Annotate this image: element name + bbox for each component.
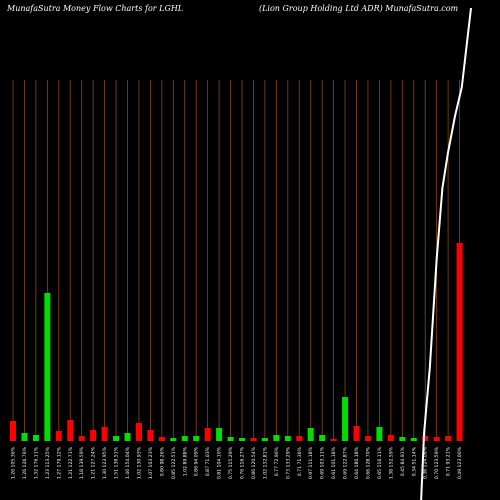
money-flow-bar — [261, 438, 268, 441]
money-flow-bar — [330, 439, 337, 441]
money-flow-bar — [445, 436, 452, 441]
x-tick-label: 0.49 123.00% — [457, 446, 463, 479]
bars-layer — [10, 243, 463, 441]
x-tick-label: 0.80 98.26% — [159, 446, 165, 476]
money-flow-bar — [216, 428, 223, 441]
money-flow-bar — [204, 428, 211, 441]
money-flow-bar — [113, 436, 120, 441]
x-tick-label: 1.23 113.25% — [45, 446, 51, 479]
x-tick-label: 1.51 138.51% — [114, 446, 120, 479]
x-tick-label: 1.18 139.59% — [79, 446, 85, 479]
x-tick-label: 0.97 111.18% — [308, 446, 314, 479]
x-tick-label: 0.69 103.11% — [320, 446, 326, 479]
money-flow-bar — [250, 438, 257, 441]
money-flow-bar — [193, 436, 200, 441]
x-tick-label: 1.38 152.59% — [388, 446, 394, 479]
money-flow-bar — [364, 436, 371, 441]
x-tick-label: 0.73 133.29% — [285, 446, 291, 479]
x-tick-label: 1.21 122.71% — [68, 446, 74, 479]
x-tick-label: 0.75 115.29% — [228, 446, 234, 479]
x-tick-label: 1.26 126.76% — [22, 446, 28, 479]
x-tick-label: 0.69 122.87% — [343, 446, 349, 479]
x-tick-label: 1.21 127.24% — [91, 446, 97, 479]
money-flow-bar — [181, 436, 188, 441]
x-tick-label: 1.26 105.36% — [11, 446, 17, 479]
x-tick-label: 0.71 93.21% — [446, 446, 452, 476]
money-flow-bar — [10, 421, 16, 441]
x-tick-labels: 1.26 105.36% 1.26 126.76% 1.32 176.11% 1.23… — [11, 446, 464, 479]
money-flow-bar — [273, 435, 280, 441]
x-tick-label: 0.65 116.11% — [377, 446, 383, 479]
chart-header-left: MunafaSutra Money Flow Charts for LGHL — [6, 4, 183, 13]
money-flow-bar — [170, 438, 177, 441]
x-tick-label: 0.45 84.91% — [400, 446, 406, 476]
money-flow-bar — [239, 438, 245, 441]
grid-lines — [12, 80, 460, 441]
x-tick-label: 0.81 104.10% — [217, 446, 223, 479]
money-flow-bar — [422, 436, 429, 441]
x-tick-label: 0.76 116.27% — [240, 446, 246, 479]
x-tick-label: 0.34 51.14% — [411, 446, 417, 476]
money-flow-bar — [124, 433, 131, 441]
x-tick-label: 1.02 89.88% — [182, 446, 188, 476]
money-flow-bar — [376, 427, 383, 441]
money-flow-bar — [32, 435, 39, 441]
x-tick-label: 0.77 72.90% — [274, 446, 280, 476]
money-flow-line — [420, 7, 472, 500]
money-flow-bar — [296, 436, 303, 441]
money-flow-bar — [433, 437, 440, 441]
money-flow-bar — [410, 438, 417, 441]
x-tick-label: 0.61 101.18% — [331, 446, 337, 479]
money-flow-bar — [399, 437, 406, 441]
x-tick-label: 1.27 179.12% — [56, 446, 62, 479]
money-flow-bar — [353, 426, 360, 441]
money-flow-bar — [284, 436, 291, 441]
money-flow-bar — [55, 431, 62, 441]
x-tick-label: 1.46 154.04% — [125, 446, 131, 479]
money-flow-bar — [21, 433, 28, 441]
x-tick-label: 1.07 103.23% — [148, 446, 154, 479]
money-flow-bar — [456, 243, 463, 441]
x-tick-label: 0.38 124.06% — [423, 446, 429, 479]
money-flow-bar — [319, 435, 326, 441]
money-flow-bar — [44, 293, 51, 441]
money-flow-bar — [101, 427, 108, 441]
chart-header-right: (Lion Group Holding Ltd ADR) MunafaSutra… — [259, 4, 459, 13]
x-tick-label: 0.86 120.54% — [251, 446, 257, 479]
x-tick-label: 0.86 94.09% — [194, 446, 200, 476]
money-flow-bar — [342, 397, 349, 441]
money-flow-bar — [227, 437, 234, 441]
money-flow-bar — [78, 436, 85, 441]
x-tick-label: 1.32 176.11% — [33, 446, 39, 479]
money-flow-bar — [387, 435, 394, 441]
money-flow-bar — [147, 430, 154, 441]
x-tick-label: 0.87 71.03% — [205, 446, 211, 476]
x-tick-label: 0.85 122.51% — [171, 446, 177, 479]
money-flow-bar — [67, 420, 74, 441]
x-tick-label: 0.70 123.59% — [434, 446, 440, 479]
money-flow-bar — [307, 428, 314, 441]
money-flow-bar — [135, 423, 142, 441]
x-tick-label: 0.66 128.70% — [365, 446, 371, 479]
x-tick-label: 1.02 132.81% — [262, 446, 268, 479]
money-flow-bar — [90, 430, 97, 441]
x-tick-label: 0.71 71.36% — [297, 446, 303, 476]
x-tick-label: 1.02 130.93% — [136, 446, 142, 479]
x-tick-label: 0.64 180.18% — [354, 446, 360, 479]
money-flow-bar — [158, 437, 165, 441]
x-tick-label: 1.30 123.95% — [102, 446, 108, 479]
